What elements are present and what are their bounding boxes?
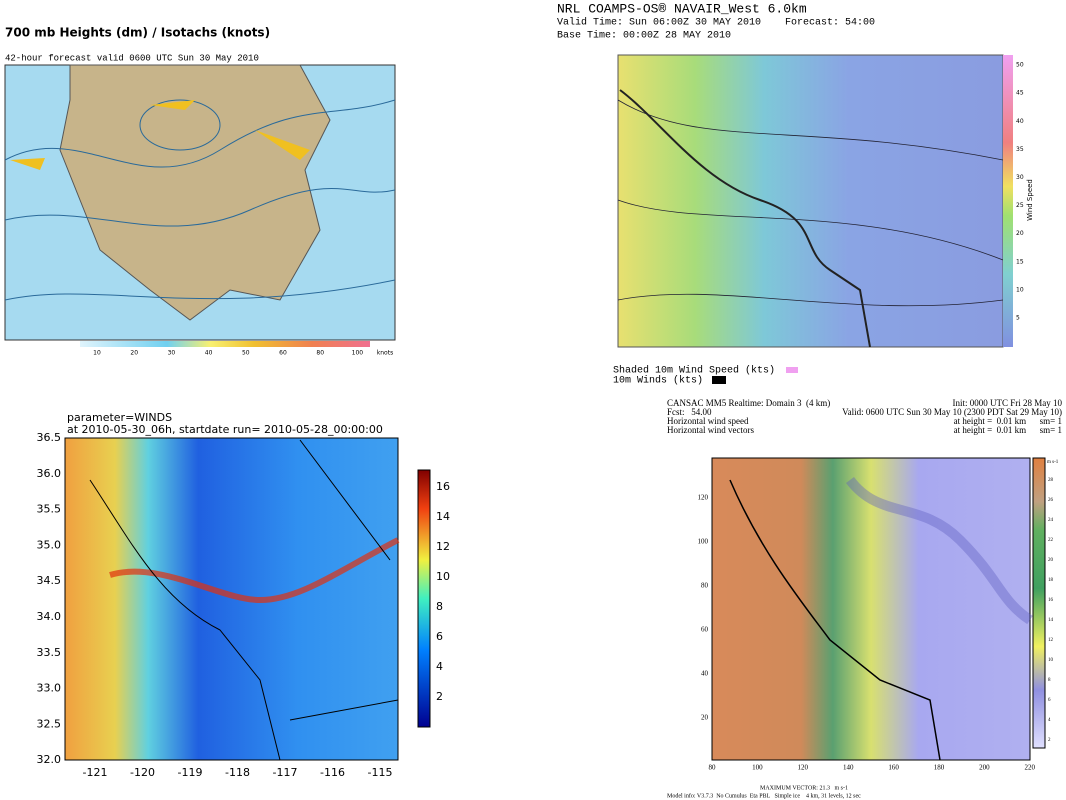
colorbar-label: 2 bbox=[436, 690, 443, 703]
x-tick-label: 220 bbox=[1025, 764, 1036, 772]
x-tick-label: 80 bbox=[709, 764, 717, 772]
x-tick-label: -116 bbox=[320, 766, 345, 779]
x-tick-label: -117 bbox=[273, 766, 298, 779]
colorbar-unit: m s-1 bbox=[1047, 460, 1059, 465]
header-line: Valid: 0600 UTC Sun 30 May 10 (2300 PDT … bbox=[842, 407, 1062, 417]
title: 700 mb Heights (dm) / Isotachs (knots) bbox=[5, 26, 270, 40]
colorbar-label: 50 bbox=[1016, 62, 1024, 69]
colorbar-label: 24 bbox=[1048, 518, 1054, 523]
subtitle: 42-hour forecast valid 0600 UTC Sun 30 M… bbox=[5, 53, 259, 63]
x-tick-label: 160 bbox=[888, 764, 899, 772]
x-tick-label: -120 bbox=[130, 766, 155, 779]
colorbar-label: 5 bbox=[1016, 315, 1020, 322]
colorbar-label: 60 bbox=[279, 350, 287, 357]
colorbar-label: 4 bbox=[1048, 718, 1051, 723]
colorbar-label: 18 bbox=[1048, 578, 1054, 583]
colorbar-label: 14 bbox=[436, 510, 450, 523]
header-line: Fcst: 54.00 bbox=[667, 407, 712, 417]
map-winds bbox=[64, 437, 431, 761]
header-line: NRL COAMPS-OS® NAVAIR_West 6.0km bbox=[557, 1, 807, 16]
y-tick-label: 120 bbox=[698, 494, 709, 502]
y-tick-label: 40 bbox=[701, 670, 709, 678]
colorbar-label: 4 bbox=[436, 660, 443, 673]
y-tick-label: 80 bbox=[701, 582, 709, 590]
colorbar-label: 2 bbox=[1048, 738, 1051, 743]
colorbar-unit: knots bbox=[377, 350, 393, 357]
colorbar-label: 16 bbox=[436, 480, 450, 493]
y-tick-label: 32.0 bbox=[37, 753, 62, 766]
y-tick-label: 32.5 bbox=[37, 717, 62, 730]
colorbar-label: 16 bbox=[1048, 598, 1054, 603]
map-cansac bbox=[711, 457, 1046, 761]
colorbar-label: 6 bbox=[436, 630, 443, 643]
colorbar-label: 50 bbox=[242, 350, 250, 357]
colorbar-title: Wind Speed bbox=[1026, 179, 1034, 221]
colorbar-label: 22 bbox=[1048, 538, 1054, 543]
colorbar-label: 20 bbox=[130, 350, 138, 357]
y-tick-label: 33.0 bbox=[37, 682, 62, 695]
header-line: at 2010-05-30_06h, startdate run= 2010-0… bbox=[67, 423, 383, 436]
colorbar-label: 12 bbox=[436, 540, 450, 553]
y-tick-label: 60 bbox=[701, 626, 709, 634]
colorbar-label: 14 bbox=[1048, 618, 1054, 623]
footer-line: MAXIMUM VECTOR: 21.3 m s-1 bbox=[760, 785, 848, 791]
header-line: CANSAC MM5 Realtime: Domain 3 (4 km) bbox=[667, 398, 830, 408]
header-line: at height = 0.01 km sm= 1 bbox=[954, 425, 1062, 435]
map-north-america bbox=[4, 64, 396, 347]
colorbar-label: 26 bbox=[1048, 498, 1054, 503]
y-tick-label: 34.5 bbox=[37, 574, 62, 587]
x-tick-label: 140 bbox=[843, 764, 854, 772]
header-line: Base Time: 00:00Z 28 MAY 2010 bbox=[557, 30, 731, 42]
colorbar-label: 8 bbox=[1048, 678, 1051, 683]
header-line: Init: 0000 UTC Fri 28 May 10 bbox=[953, 398, 1063, 408]
colorbar-label: 28 bbox=[1048, 478, 1054, 483]
colorbar-label: 40 bbox=[1016, 118, 1024, 125]
colorbar-label: 15 bbox=[1016, 258, 1024, 265]
colorbar-label: 40 bbox=[205, 350, 213, 357]
footer-line: Model info: V3.7.3 No Cumulus Eta PBL Si… bbox=[667, 792, 861, 799]
colorbar-label: 20 bbox=[1048, 558, 1054, 563]
colorbar-label: 10 bbox=[1048, 658, 1054, 663]
x-tick-label: 180 bbox=[934, 764, 945, 772]
colorbar-label: 45 bbox=[1016, 90, 1024, 97]
colorbar-label: 25 bbox=[1016, 202, 1024, 209]
y-tick-label: 20 bbox=[701, 714, 709, 722]
x-tick-label: -119 bbox=[178, 766, 203, 779]
colorbar-label: 30 bbox=[168, 350, 176, 357]
colorbar-label: 35 bbox=[1016, 146, 1024, 153]
y-tick-label: 34.0 bbox=[37, 610, 62, 623]
y-tick-label: 36.0 bbox=[37, 467, 62, 480]
legend-entry: 10m Winds (kts) bbox=[613, 375, 703, 387]
colorbar-label: 10 bbox=[1016, 286, 1024, 293]
y-tick-label: 35.0 bbox=[37, 538, 62, 551]
x-tick-label: -121 bbox=[83, 766, 108, 779]
x-tick-label: 120 bbox=[798, 764, 809, 772]
x-tick-label: 200 bbox=[979, 764, 990, 772]
colorbar-label: 20 bbox=[1016, 230, 1024, 237]
header-line: Horizontal wind vectors bbox=[667, 425, 754, 435]
x-tick-label: -115 bbox=[368, 766, 393, 779]
y-tick-label: 36.5 bbox=[37, 431, 62, 444]
colorbar-label: 6 bbox=[1048, 698, 1051, 703]
y-tick-label: 100 bbox=[698, 538, 709, 546]
colorbar-label: 100 bbox=[352, 350, 364, 357]
colorbar-label: 10 bbox=[436, 570, 450, 583]
header-line: parameter=WINDS bbox=[67, 411, 172, 424]
header-line: Valid Time: Sun 06:00Z 30 MAY 2010 Forec… bbox=[557, 17, 875, 29]
legend-entry: Shaded 10m Wind Speed (kts) bbox=[613, 365, 775, 377]
colorbar-label: 8 bbox=[436, 600, 443, 613]
x-tick-label: 100 bbox=[752, 764, 763, 772]
colorbar-label: 80 bbox=[316, 350, 324, 357]
colorbar-label: 10 bbox=[93, 350, 101, 357]
y-tick-label: 33.5 bbox=[37, 646, 62, 659]
colorbar-label: 30 bbox=[1016, 174, 1024, 181]
header-line: Horizontal wind speed bbox=[667, 416, 749, 426]
map-navair-west bbox=[617, 54, 1013, 384]
header-line: at height = 0.01 km sm= 1 bbox=[954, 416, 1062, 426]
colorbar-label: 12 bbox=[1048, 638, 1054, 643]
x-tick-label: -118 bbox=[225, 766, 250, 779]
y-tick-label: 35.5 bbox=[37, 503, 62, 516]
